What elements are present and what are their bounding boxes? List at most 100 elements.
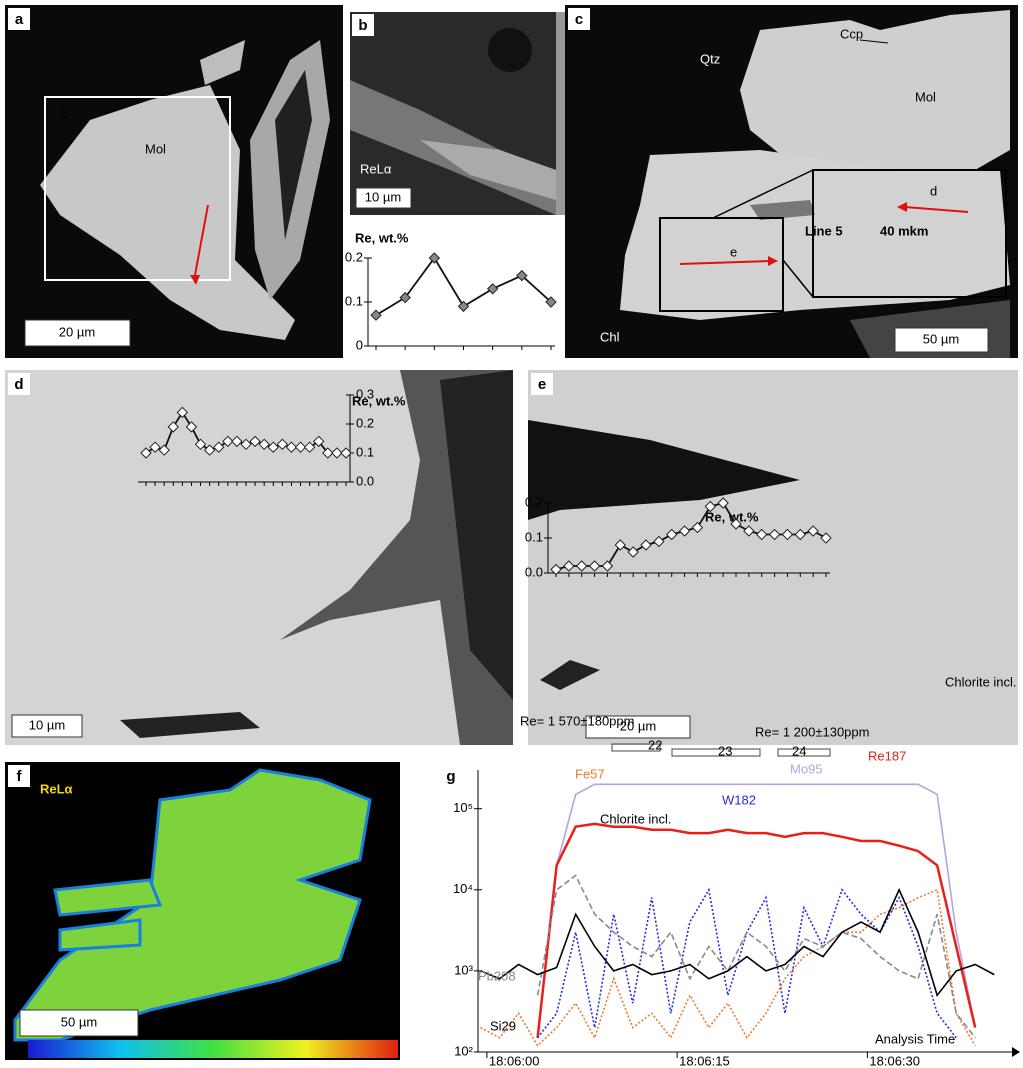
annotation: 22	[648, 737, 662, 752]
marker	[231, 435, 243, 448]
marker	[653, 535, 665, 548]
series-line	[536, 887, 957, 1039]
marker	[331, 447, 343, 459]
x-tick-label: 18:06:15	[679, 1053, 730, 1068]
panel-letter: e	[538, 376, 546, 393]
marker	[717, 497, 729, 509]
panel-text: e	[730, 244, 737, 259]
marker	[399, 291, 411, 304]
bracket-box	[611, 743, 661, 752]
marker	[640, 539, 652, 551]
marker	[267, 441, 279, 453]
panel-letter-box	[8, 8, 30, 30]
marker	[285, 441, 298, 453]
y-tick-label: 0.2	[525, 494, 543, 509]
panel-letter: a	[15, 11, 24, 28]
marker	[691, 521, 704, 534]
panel-letter: b	[358, 17, 367, 34]
marker	[213, 441, 225, 453]
marker	[249, 435, 261, 448]
annotation: Re= 1 570±180ppm	[520, 713, 634, 728]
y-tick-label: 0.1	[525, 529, 543, 544]
annotation: Analysis Time	[875, 1031, 955, 1046]
chart-title: Re, wt.%	[352, 393, 406, 408]
panel-f-image	[5, 762, 400, 1060]
panel-text: Ccp	[840, 26, 863, 41]
marker	[140, 447, 152, 459]
marker	[303, 441, 316, 453]
y-tick-label: 10³	[454, 962, 473, 977]
panel-text: Mol	[915, 89, 936, 104]
y-tick-label: 0.2	[345, 249, 363, 264]
x-tick-label: 18:06:00	[489, 1053, 540, 1068]
scale-label: 20 µm	[59, 324, 95, 339]
series-line	[536, 874, 976, 1039]
marker	[194, 438, 207, 451]
y-tick-label: 10⁴	[453, 881, 473, 896]
marker	[258, 438, 270, 451]
panel-text: d	[930, 183, 937, 198]
marker	[704, 500, 716, 513]
marker	[794, 528, 806, 541]
marker	[313, 435, 325, 448]
annotation: Re= 1 200±130ppm	[755, 724, 869, 739]
series-line	[480, 887, 995, 998]
marker	[516, 269, 528, 282]
scale-label: 50 µm	[923, 331, 959, 346]
panel-c-image	[565, 5, 1018, 358]
panel-a-image	[5, 5, 343, 358]
series-label: Re187	[868, 748, 906, 763]
series-line	[536, 783, 977, 1038]
marker	[678, 525, 691, 537]
series-label: Si29	[490, 1018, 516, 1033]
marker	[730, 518, 742, 530]
panel-b-chart-bg	[350, 218, 565, 358]
marker	[185, 421, 198, 433]
marker	[627, 546, 639, 558]
series-line	[536, 822, 977, 1038]
y-tick-label: 0.1	[345, 293, 363, 308]
scale-label: 10 µm	[365, 189, 401, 204]
series-label: Fe57	[575, 766, 605, 781]
marker	[486, 283, 499, 295]
marker	[158, 444, 170, 456]
scale-label: 20 µm	[620, 718, 656, 733]
panel-letter-box	[352, 14, 374, 36]
marker	[781, 528, 794, 541]
marker	[588, 560, 601, 572]
panel-text: Line 5	[805, 223, 843, 238]
marker	[428, 252, 441, 264]
marker	[743, 525, 755, 537]
y-tick-label: 10²	[454, 1043, 473, 1058]
panel-letter: f	[17, 768, 23, 785]
annotation: 24	[792, 743, 806, 758]
panel-b-image	[350, 12, 565, 215]
y-tick-label: 0.3	[356, 386, 374, 401]
panel-text: Chl	[600, 329, 620, 344]
panel-text: b	[60, 106, 67, 121]
panel-text: ReLα	[40, 781, 73, 796]
y-tick-label: 0.0	[356, 473, 374, 488]
series-label: Pb208	[478, 968, 516, 983]
marker	[176, 406, 189, 419]
y-tick-label: 0.1	[356, 444, 374, 459]
marker	[294, 441, 307, 453]
annotation: Chlorite incl.	[600, 811, 672, 826]
annotation: Chlorite incl.	[945, 674, 1017, 689]
scale-label: 50 µm	[61, 1014, 97, 1029]
marker	[550, 563, 562, 576]
panel-text: Mol	[145, 141, 166, 156]
marker	[322, 447, 334, 459]
panel-letter: d	[14, 376, 23, 393]
y-tick-label: 0.2	[356, 415, 374, 430]
panel-letter-box	[531, 373, 553, 395]
chart-title: Re, wt.%	[355, 230, 409, 245]
panel-e-image	[528, 370, 1018, 745]
marker	[807, 525, 819, 537]
panel-letter: c	[575, 11, 583, 28]
bracket-box	[671, 748, 761, 757]
marker	[563, 560, 575, 572]
marker	[768, 528, 781, 541]
marker	[756, 528, 768, 541]
marker	[167, 421, 179, 433]
